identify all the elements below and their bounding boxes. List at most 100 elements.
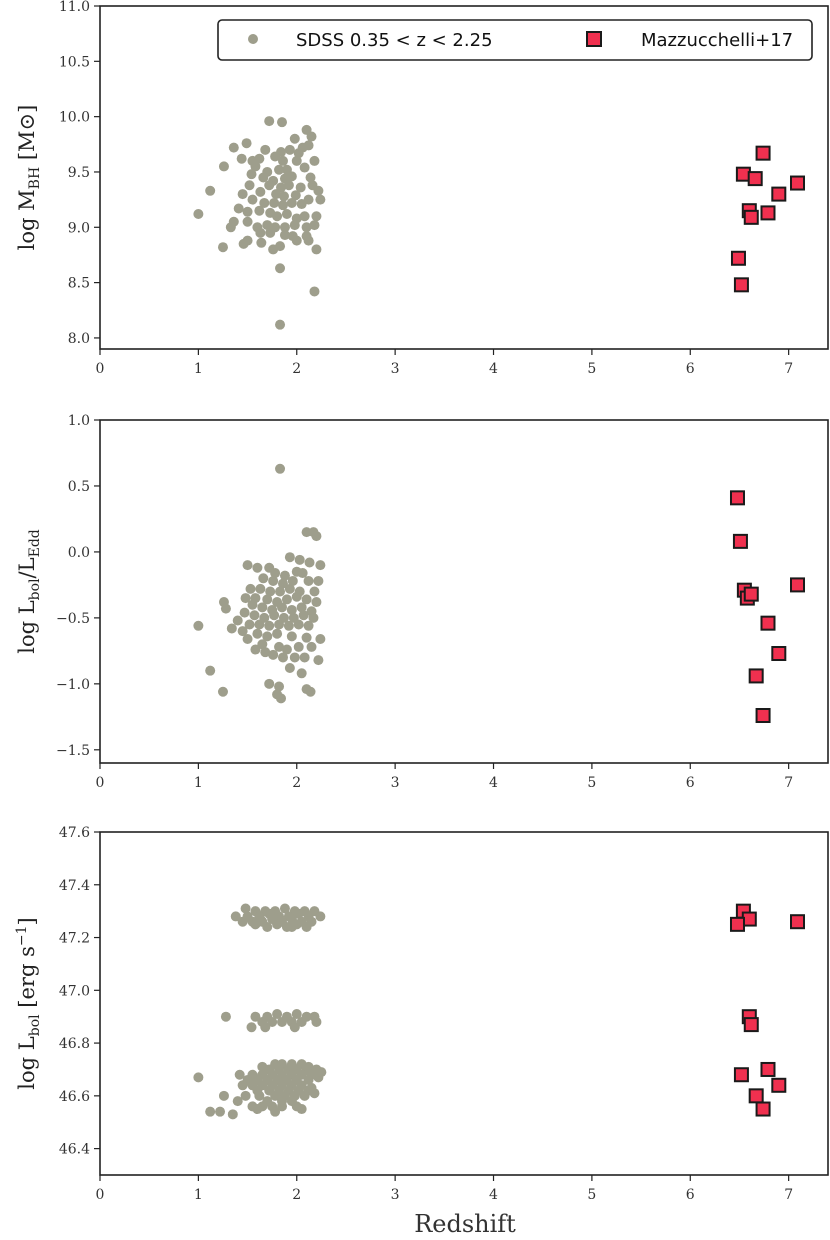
sdss-point <box>259 197 270 208</box>
y-tick-label: −0.5 <box>56 611 90 627</box>
x-tick-label: 2 <box>292 775 301 791</box>
sdss-point <box>250 644 261 655</box>
x-tick-label: 7 <box>784 361 793 377</box>
sdss-point <box>304 557 315 568</box>
sdss-point <box>296 602 307 613</box>
mazzucchelli-point <box>760 1061 776 1077</box>
sdss-point <box>238 238 249 249</box>
sdss-point <box>275 463 286 474</box>
x-tick-label: 3 <box>391 1187 400 1203</box>
sdss-point <box>233 203 244 214</box>
mazzucchelli-point <box>730 250 746 266</box>
y-tick-label: 0.0 <box>68 545 90 561</box>
sdss-point <box>232 1096 243 1107</box>
sdss-point <box>237 626 248 637</box>
sdss-point <box>271 189 282 200</box>
sdss-point <box>294 554 305 565</box>
sdss-point <box>260 647 271 658</box>
y-tick-label: 9.5 <box>68 165 90 181</box>
sdss-point <box>309 586 320 597</box>
mazzucchelli-point <box>733 277 749 293</box>
sdss-point <box>277 602 287 613</box>
sdss-point <box>250 1011 261 1022</box>
sdss-point <box>270 1106 281 1117</box>
sdss-point <box>297 568 308 579</box>
sdss-point <box>242 560 253 571</box>
mazzucchelli-point <box>747 171 763 187</box>
y-tick-label: −1.0 <box>56 677 90 693</box>
mazzucchelli-point <box>771 646 787 662</box>
sdss-point <box>254 619 265 630</box>
sdss-point <box>225 222 236 233</box>
y-tick-label: 0.5 <box>68 479 90 495</box>
sdss-point <box>255 227 266 238</box>
y-axis-label-bottom: log Lbol [erg s−1] <box>14 917 43 1089</box>
sdss-point <box>220 603 231 614</box>
sdss-point <box>303 235 314 246</box>
sdss-point <box>301 921 312 932</box>
sdss-point <box>240 903 251 914</box>
sdss-point <box>279 570 290 581</box>
sdss-point <box>284 144 295 155</box>
sdss-point <box>276 693 287 704</box>
sdss-point <box>295 182 306 193</box>
x-tick-label: 6 <box>686 775 695 791</box>
sdss-point <box>286 631 297 642</box>
x-tick-label: 4 <box>489 361 498 377</box>
sdss-point <box>313 1072 324 1083</box>
sdss-point <box>279 230 290 241</box>
sdss-point <box>240 1090 251 1101</box>
sdss-point <box>262 921 273 932</box>
sdss-point <box>265 586 276 597</box>
sdss-point <box>245 583 256 594</box>
sdss-point <box>258 573 269 584</box>
sdss-point <box>244 180 255 191</box>
sdss-point <box>306 131 317 142</box>
x-tick-label: 2 <box>292 361 301 377</box>
sdss-point <box>293 908 304 919</box>
sdss-point <box>220 1011 231 1022</box>
legend-box <box>217 19 813 61</box>
sdss-point <box>299 211 310 222</box>
sdss-point <box>279 222 290 233</box>
sdss-point <box>306 641 317 652</box>
x-tick-label: 3 <box>391 775 400 791</box>
sdss-point <box>270 151 281 162</box>
mazzucchelli-point <box>760 205 776 221</box>
sdss-point <box>291 591 302 602</box>
sdss-point <box>313 185 324 196</box>
sdss-point <box>268 575 279 586</box>
sdss-point <box>205 185 216 196</box>
sdss-point <box>275 263 286 274</box>
sdss-point <box>205 1106 216 1117</box>
sdss-point <box>293 641 304 652</box>
sdss-point <box>286 604 297 615</box>
sdss-point <box>232 615 243 626</box>
sdss-point <box>252 562 263 573</box>
sdss-point <box>260 144 271 155</box>
sdss-point <box>291 155 302 166</box>
sdss-point <box>274 619 285 630</box>
sdss-point <box>308 612 319 623</box>
sdss-point <box>264 180 275 191</box>
sdss-point <box>293 619 304 630</box>
mazzucchelli-point <box>771 186 787 202</box>
sdss-point <box>269 197 280 208</box>
sdss-point <box>301 527 312 538</box>
sdss-point <box>268 649 279 660</box>
sdss-point <box>272 919 283 930</box>
panel-bottom: 0 1 2 3 4 5 6 7 46.4 46.6 46.8 47.0 47.2 47.4 47.6 log … <box>14 825 829 1203</box>
sdss-point <box>217 686 228 697</box>
sdss-point <box>242 216 253 227</box>
y-tick-label: 47.2 <box>59 931 90 947</box>
sdss-point <box>267 1016 278 1027</box>
sdss-point <box>313 575 324 586</box>
sdss-point <box>227 1109 238 1120</box>
sdss-point <box>254 153 265 164</box>
sdss-point <box>246 169 257 180</box>
mazzucchelli-point <box>790 914 806 930</box>
sdss-point <box>283 620 294 631</box>
sdss-point <box>265 227 276 238</box>
x-tick-label: 6 <box>686 361 695 377</box>
mazzucchelli-point <box>755 1101 771 1117</box>
